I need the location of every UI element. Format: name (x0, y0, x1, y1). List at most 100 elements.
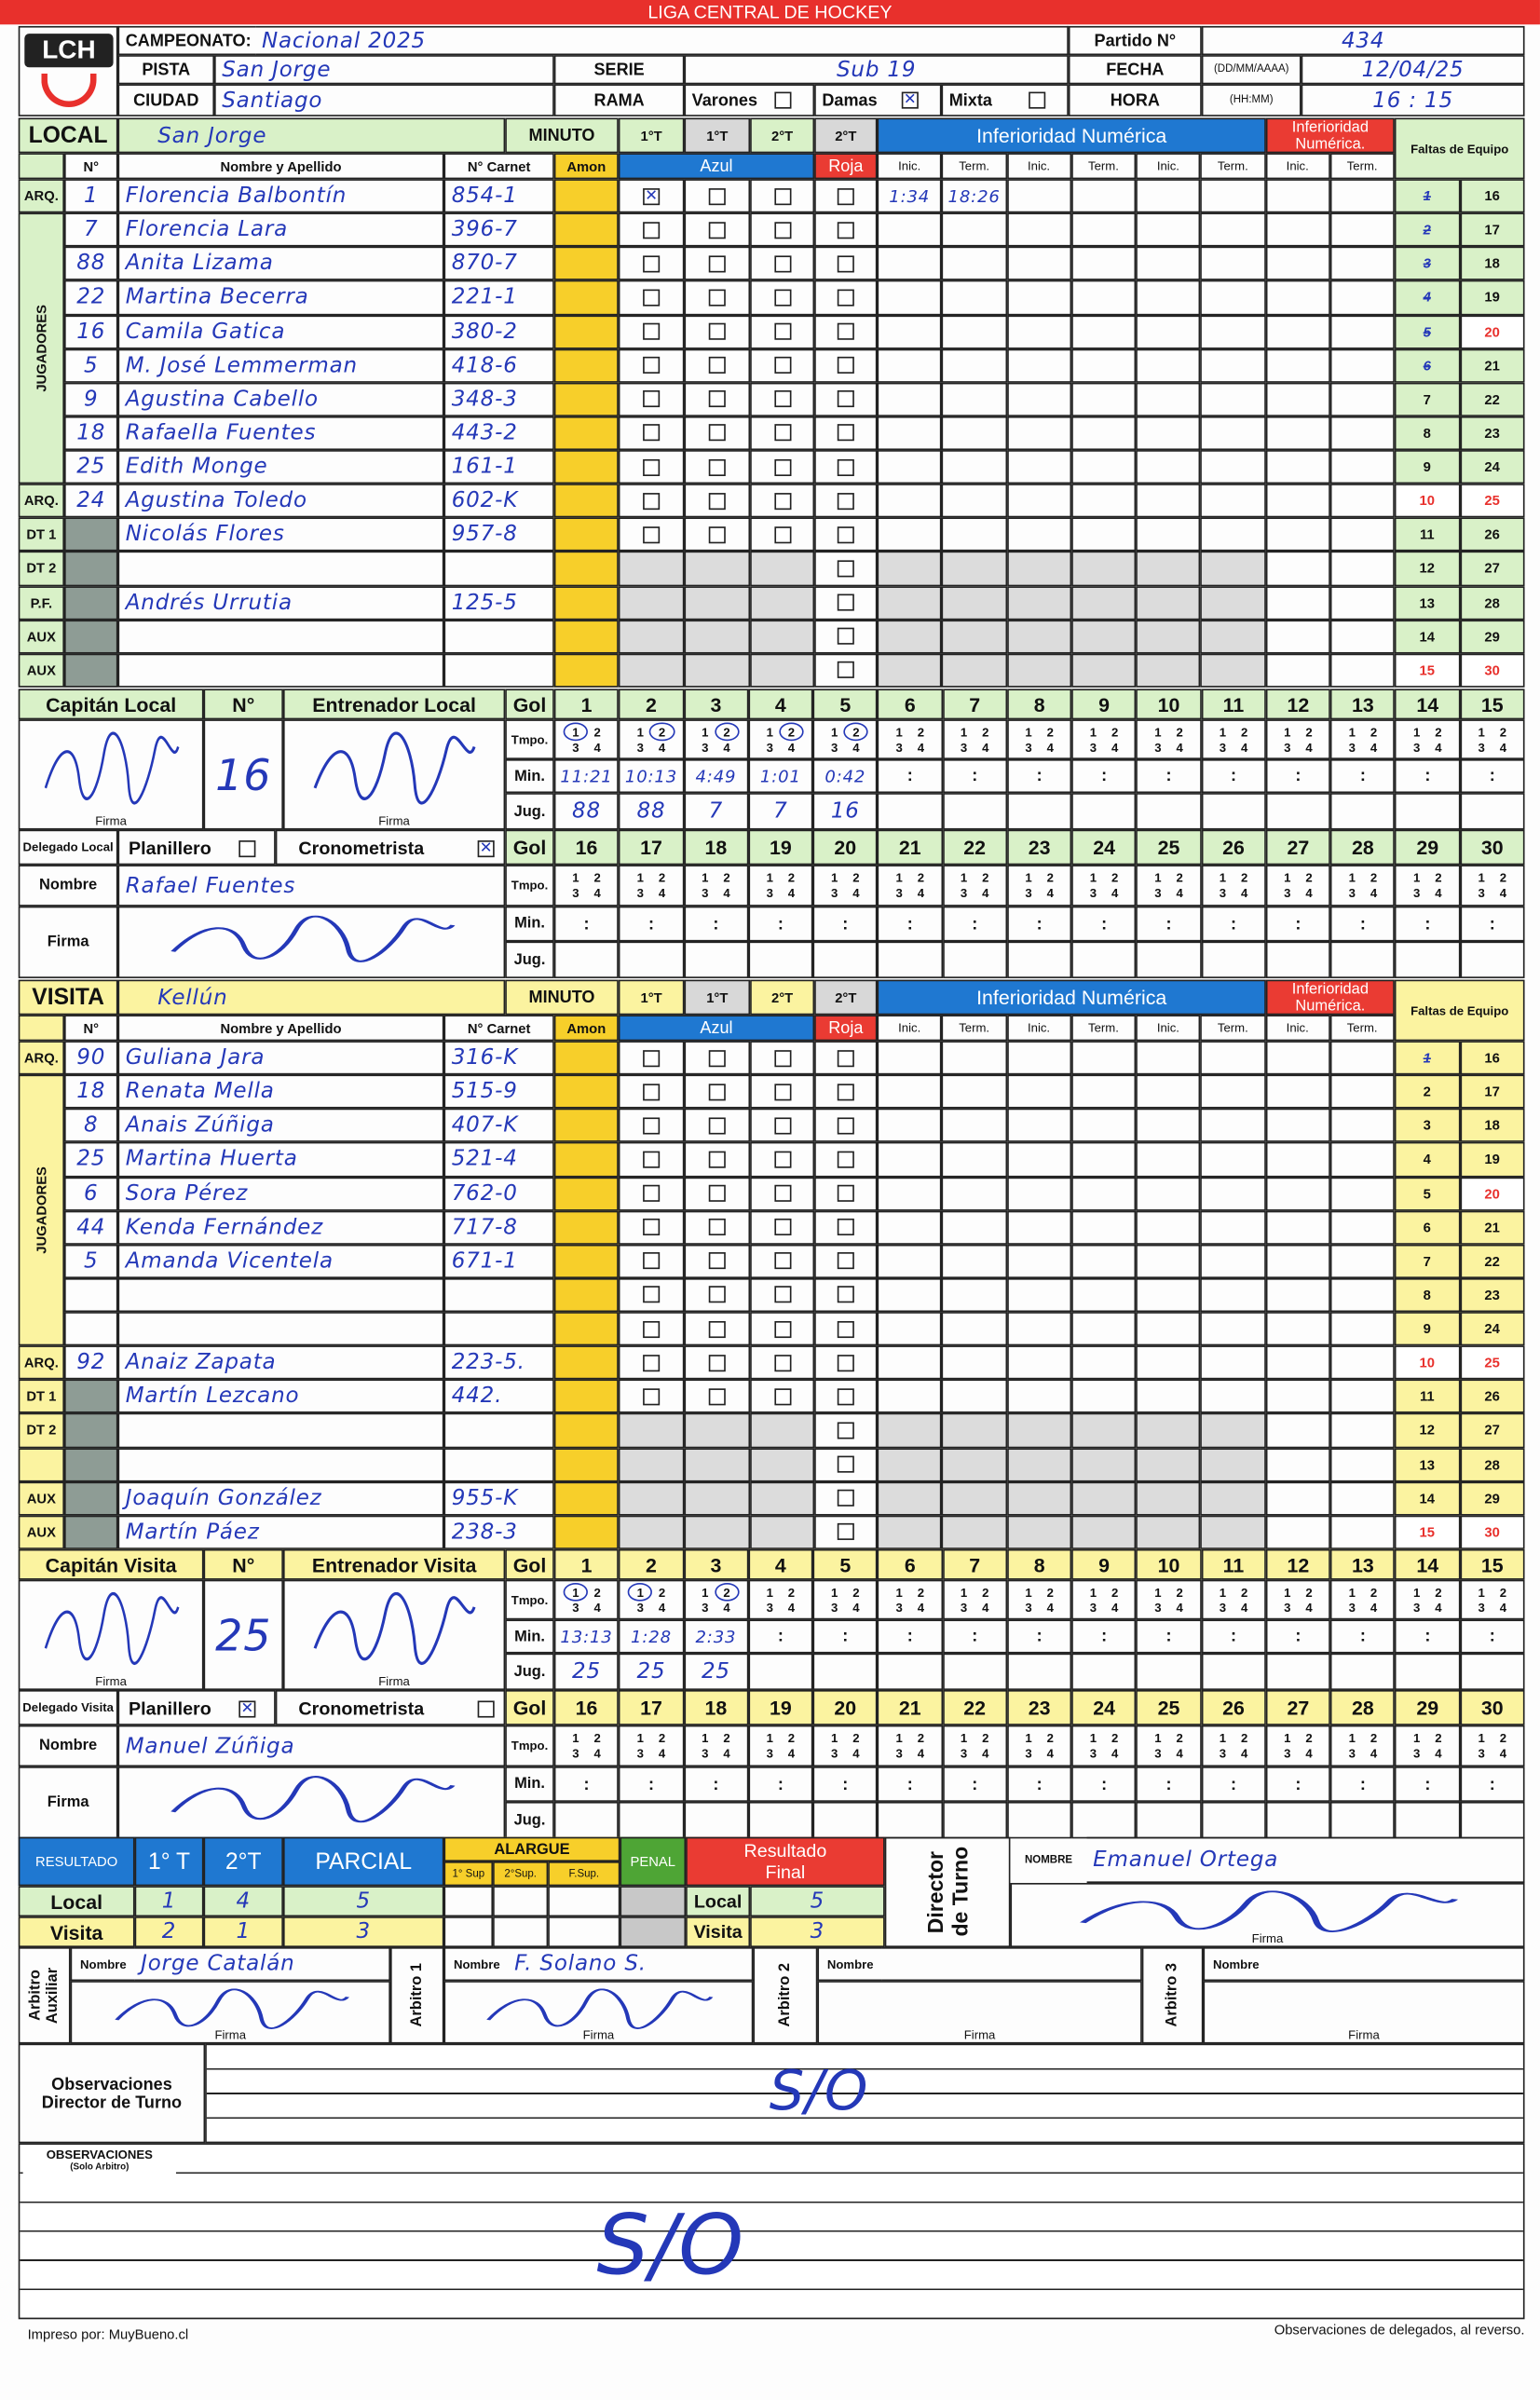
inferioridad-cell[interactable] (1070, 1074, 1137, 1110)
inferioridad-cell[interactable] (1200, 1515, 1266, 1549)
referee-signature-box[interactable]: Firma (70, 1981, 390, 2044)
foul-number[interactable]: 3 (1394, 1109, 1460, 1143)
azul-checkbox[interactable] (643, 1049, 661, 1067)
alargue-cell[interactable] (548, 1916, 620, 1948)
rama-option-varones[interactable]: Varones (684, 84, 815, 116)
goal-player[interactable] (942, 1653, 1007, 1690)
inferioridad-cell[interactable] (1329, 619, 1395, 654)
player-number[interactable]: 24 (64, 484, 118, 518)
goal-minute[interactable]: 10:13 (619, 758, 684, 794)
goal-player[interactable] (1071, 1653, 1137, 1690)
period-digit[interactable]: 2 (1499, 870, 1507, 885)
captain-number[interactable]: 25 (203, 1579, 283, 1690)
goal-player[interactable] (1136, 793, 1202, 830)
period-digit[interactable]: 4 (1046, 886, 1054, 901)
azul-checkbox[interactable] (708, 1320, 726, 1338)
period-digit[interactable]: 2 (1046, 725, 1054, 739)
amon-cell[interactable] (553, 1244, 619, 1278)
inferioridad-cell[interactable] (1070, 1515, 1137, 1549)
cronometrista-checkbox[interactable] (477, 1700, 495, 1718)
inferioridad-cell[interactable] (1006, 1345, 1071, 1380)
period-digit[interactable]: 2 (1046, 1730, 1054, 1745)
inferioridad-cell[interactable] (1329, 1345, 1395, 1380)
inferioridad-cell[interactable] (1329, 280, 1395, 315)
player-name[interactable]: Martina Becerra (117, 280, 444, 315)
inferioridad-cell[interactable] (1329, 1244, 1395, 1278)
azul-checkbox[interactable] (773, 1252, 791, 1270)
inferioridad-cell[interactable] (1136, 1244, 1201, 1278)
period-digit[interactable]: 3 (1284, 1747, 1291, 1761)
azul-checkbox[interactable] (773, 390, 791, 408)
period-digit[interactable]: 2 (1499, 725, 1507, 739)
inferioridad-cell[interactable] (1070, 552, 1137, 586)
inferioridad-cell[interactable] (1200, 1142, 1266, 1177)
period-digit[interactable]: 3 (895, 1747, 903, 1761)
azul-checkbox[interactable] (773, 1117, 791, 1135)
goal-minute[interactable]: : (1395, 1619, 1461, 1654)
goal-minute[interactable]: : (942, 1766, 1007, 1802)
player-carnet[interactable]: 380-2 (443, 314, 554, 349)
foul-number[interactable]: 25 (1459, 1345, 1525, 1380)
foul-number[interactable]: 1 (1394, 179, 1460, 213)
period-digit[interactable]: 2 (1240, 725, 1248, 739)
period-digit[interactable]: 3 (636, 1600, 645, 1615)
inferioridad-cell[interactable] (1070, 314, 1137, 349)
period-digit[interactable]: 2 (1499, 1585, 1507, 1600)
roja-checkbox[interactable] (837, 357, 854, 375)
delegado-nombre[interactable]: Rafael Fuentes (117, 865, 506, 907)
period-digit[interactable]: 2 (1435, 1585, 1442, 1600)
inferioridad-cell[interactable] (1329, 416, 1395, 451)
roja-checkbox[interactable] (837, 289, 854, 307)
period-digit[interactable]: 1 (766, 1585, 773, 1600)
period-digit[interactable]: 4 (723, 1747, 730, 1761)
player-carnet[interactable]: 407-K (443, 1109, 554, 1143)
goal-minute[interactable]: : (683, 1766, 749, 1802)
goal-minute[interactable]: 1:28 (619, 1619, 684, 1654)
roja-checkbox[interactable] (837, 628, 854, 646)
foul-number[interactable]: 14 (1394, 1481, 1460, 1516)
inferioridad-cell[interactable] (1200, 1210, 1266, 1245)
goal-player[interactable] (1395, 1801, 1461, 1839)
goal-player[interactable] (1460, 941, 1525, 978)
period-digit[interactable]: 4 (787, 1747, 796, 1761)
result-2t[interactable]: 1 (203, 1916, 283, 1948)
period-digit[interactable]: 1 (831, 870, 838, 885)
inferioridad-cell[interactable] (1006, 552, 1071, 586)
inferioridad-cell[interactable] (1329, 1312, 1395, 1346)
goal-player[interactable] (619, 941, 684, 978)
inferioridad-cell[interactable] (1070, 1041, 1137, 1075)
goal-player[interactable] (878, 941, 943, 978)
inferioridad-cell[interactable] (1136, 314, 1201, 349)
period-digit[interactable]: 4 (1370, 886, 1378, 901)
foul-number[interactable]: 11 (1394, 517, 1460, 552)
period-digit[interactable]: 4 (982, 886, 989, 901)
goal-player[interactable] (1330, 1653, 1396, 1690)
player-carnet[interactable]: 161-1 (443, 450, 554, 484)
period-digit[interactable]: 4 (1176, 1600, 1183, 1615)
inferioridad-cell[interactable] (941, 1515, 1007, 1549)
director-signature-box[interactable]: Firma (1010, 1883, 1525, 1948)
period-digit[interactable]: 4 (593, 1747, 601, 1761)
inferioridad-cell[interactable] (1329, 1379, 1395, 1414)
goal-player[interactable] (1201, 941, 1266, 978)
goal-minute[interactable]: : (748, 906, 813, 942)
player-carnet[interactable]: 396-7 (443, 212, 554, 247)
period-digit[interactable]: 3 (960, 1747, 968, 1761)
inferioridad-cell[interactable] (1200, 1176, 1266, 1211)
inferioridad-cell[interactable] (1136, 280, 1201, 315)
period-digit[interactable]: 3 (1219, 1600, 1227, 1615)
inferioridad-cell[interactable] (1200, 246, 1266, 281)
period-digit[interactable]: 1 (1089, 725, 1097, 739)
foul-number[interactable]: 27 (1459, 552, 1525, 586)
period-digit[interactable]: 3 (702, 1600, 709, 1615)
inferioridad-cell[interactable] (941, 348, 1007, 383)
inferioridad-cell[interactable] (941, 212, 1007, 247)
period-digit[interactable]: 4 (787, 886, 796, 901)
inferioridad-cell[interactable] (1200, 450, 1266, 484)
inferioridad-cell[interactable] (1006, 246, 1071, 281)
